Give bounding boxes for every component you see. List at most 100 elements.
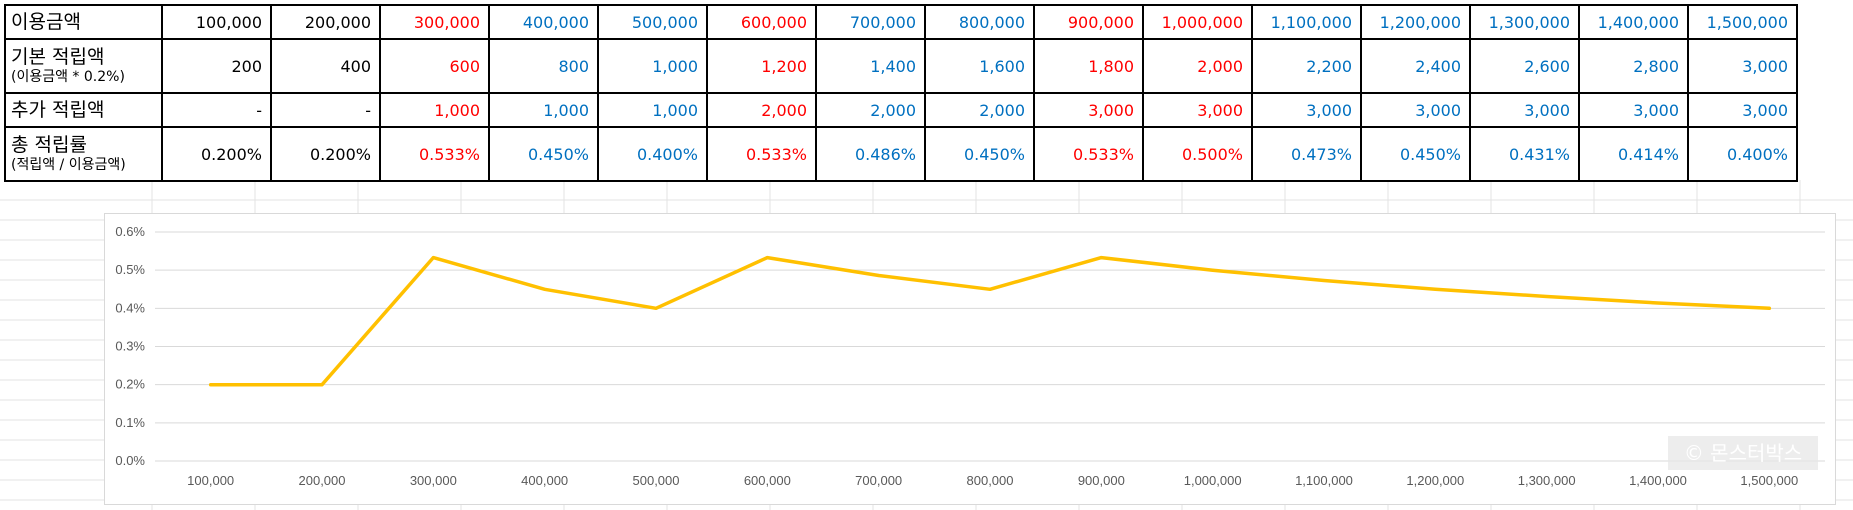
total-rate-cell: 0.414% <box>1578 126 1689 182</box>
extra-reward-cell: 2,000 <box>706 92 817 128</box>
base-reward-cell: 2,400 <box>1360 38 1471 94</box>
data-point <box>877 274 881 278</box>
total-rate-cell: 0.533% <box>379 126 490 182</box>
x-tick-label: 300,000 <box>410 473 457 488</box>
base-reward-cell: 800 <box>488 38 599 94</box>
y-tick-label: 0.0% <box>115 453 145 468</box>
usage-amount-cell: 1,100,000 <box>1251 4 1362 40</box>
data-point <box>1545 295 1549 299</box>
base-reward-cell: 1,000 <box>597 38 708 94</box>
extra-reward-cell: 3,000 <box>1687 92 1798 128</box>
extra-reward-cell: 3,000 <box>1251 92 1362 128</box>
x-tick-label: 1,000,000 <box>1184 473 1242 488</box>
extra-reward-cell: - <box>270 92 381 128</box>
extra-reward-cell: 2,000 <box>815 92 926 128</box>
extra-reward-cell: 1,000 <box>379 92 490 128</box>
data-point <box>988 287 992 291</box>
extra-reward-cell: 2,000 <box>924 92 1035 128</box>
data-point <box>1656 301 1660 305</box>
total-rate-cell: 0.450% <box>924 126 1035 182</box>
total-rate-cell: 0.533% <box>706 126 817 182</box>
total-rate-cell: 0.486% <box>815 126 926 182</box>
x-tick-label: 1,300,000 <box>1518 473 1576 488</box>
total-rate-cell: 0.200% <box>161 126 272 182</box>
extra-reward-cell: 3,000 <box>1469 92 1580 128</box>
total-rate-cell: 0.533% <box>1033 126 1144 182</box>
usage-amount-cell: 100,000 <box>161 4 272 40</box>
base-reward-cell: 2,000 <box>1142 38 1253 94</box>
x-tick-label: 200,000 <box>299 473 346 488</box>
x-tick-label: 800,000 <box>967 473 1014 488</box>
total-rate-cell: 0.500% <box>1142 126 1253 182</box>
base-reward-cell: 3,000 <box>1687 38 1798 94</box>
data-point <box>320 383 324 387</box>
usage-amount-cell: 1,200,000 <box>1360 4 1471 40</box>
base-reward-cell: 600 <box>379 38 490 94</box>
total-rate-cell: 0.200% <box>270 126 381 182</box>
total-rate-cell: 0.450% <box>1360 126 1471 182</box>
usage-amount-cell: 1,400,000 <box>1578 4 1689 40</box>
usage-amount-cell: 1,000,000 <box>1142 4 1253 40</box>
y-tick-label: 0.5% <box>115 262 145 277</box>
extra-reward-cell: 1,000 <box>488 92 599 128</box>
x-tick-label: 400,000 <box>521 473 568 488</box>
total-rate-row: 총 적립률 (적립액 / 이용금액) 0.200% 0.200% 0.533% 0.45… <box>4 126 1798 182</box>
extra-reward-cell: 3,000 <box>1578 92 1689 128</box>
x-tick-label: 600,000 <box>744 473 791 488</box>
y-tick-label: 0.6% <box>115 224 145 239</box>
extra-reward-label-text: 추가 적립액 <box>11 99 105 121</box>
usage-amount-cell: 1,500,000 <box>1687 4 1798 40</box>
base-reward-cell: 1,600 <box>924 38 1035 94</box>
y-tick-label: 0.1% <box>115 415 145 430</box>
total-rate-cell: 0.450% <box>488 126 599 182</box>
data-point <box>1433 287 1437 291</box>
total-rate-label-sub: (적립액 / 이용금액) <box>11 157 126 173</box>
x-tick-label: 700,000 <box>855 473 902 488</box>
extra-reward-cell: - <box>161 92 272 128</box>
series-line <box>208 255 1772 387</box>
data-point <box>1767 306 1771 310</box>
x-tick-label: 900,000 <box>1078 473 1125 488</box>
data-point <box>1211 268 1215 272</box>
x-tick-label: 1,100,000 <box>1295 473 1353 488</box>
reward-rate-line-chart: 0.0% 0.1% 0.2% 0.3% 0.4% 0.5% 0.6% 100,000 200,0… <box>104 213 1836 505</box>
usage-amount-row: 이용금액 100,000 200,000 300,000 400,000 500,000… <box>4 4 1798 40</box>
data-point <box>431 256 435 260</box>
usage-amount-cell: 1,300,000 <box>1469 4 1580 40</box>
total-rate-cell: 0.473% <box>1251 126 1362 182</box>
usage-amount-cell: 500,000 <box>597 4 708 40</box>
usage-amount-cell: 200,000 <box>270 4 381 40</box>
data-point <box>543 287 547 291</box>
extra-reward-row: 추가 적립액 - -1,000 1,000 1,000 2,000 2,000 2,000 3… <box>4 92 1798 128</box>
extra-reward-label: 추가 적립액 <box>4 92 163 128</box>
usage-amount-cell: 900,000 <box>1033 4 1144 40</box>
x-tick-label: 1,200,000 <box>1406 473 1464 488</box>
total-rate-cell: 0.400% <box>597 126 708 182</box>
base-reward-cell: 1,400 <box>815 38 926 94</box>
total-rate-label: 총 적립률 (적립액 / 이용금액) <box>4 126 163 182</box>
base-reward-cell: 200 <box>161 38 272 94</box>
data-point <box>765 256 769 260</box>
data-point <box>209 383 213 387</box>
usage-amount-cell: 800,000 <box>924 4 1035 40</box>
x-tick-label: 1,500,000 <box>1740 473 1798 488</box>
usage-amount-cell: 600,000 <box>706 4 817 40</box>
base-reward-cell: 1,800 <box>1033 38 1144 94</box>
chart-svg: 0.0% 0.1% 0.2% 0.3% 0.4% 0.5% 0.6% 100,000 200,0… <box>115 224 1825 488</box>
base-reward-row: 기본 적립액 (이용금액 * 0.2%) 200 400 600 800 1,000 1,2… <box>4 38 1798 94</box>
base-reward-cell: 2,800 <box>1578 38 1689 94</box>
total-rate-cell: 0.400% <box>1687 126 1798 182</box>
extra-reward-cell: 3,000 <box>1033 92 1144 128</box>
rewards-rate-table: 이용금액 100,000 200,000 300,000 400,000 500,000… <box>4 4 1798 182</box>
total-rate-cell: 0.431% <box>1469 126 1580 182</box>
data-point <box>654 306 658 310</box>
x-tick-label: 500,000 <box>633 473 680 488</box>
base-reward-label-text: 기본 적립액 <box>11 46 105 68</box>
watermark-background <box>1668 436 1818 470</box>
base-reward-cell: 2,200 <box>1251 38 1362 94</box>
total-rate-label-text: 총 적립률 <box>11 134 87 156</box>
usage-amount-cell: 300,000 <box>379 4 490 40</box>
extra-reward-cell: 1,000 <box>597 92 708 128</box>
x-tick-label: 100,000 <box>187 473 234 488</box>
base-reward-label-sub: (이용금액 * 0.2%) <box>11 69 125 85</box>
